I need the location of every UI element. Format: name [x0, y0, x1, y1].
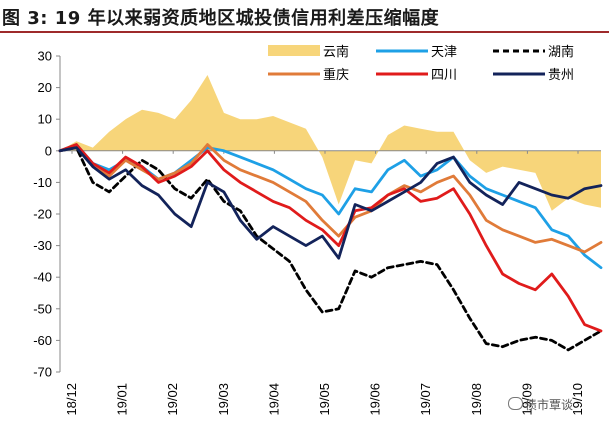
area-series-云南 — [60, 75, 601, 211]
y-tick-label: -40 — [33, 270, 52, 285]
legend-swatch-云南 — [268, 45, 320, 56]
x-tick-label: 19/06 — [368, 383, 383, 416]
legend-label-湖南: 湖南 — [548, 44, 574, 60]
page-title: 图 3: 19 年以来弱资质地区城投债信用利差压缩幅度 — [2, 8, 440, 29]
line-series-四川 — [58, 143, 603, 333]
legend-label-云南: 云南 — [323, 44, 349, 60]
title-bar: 图 3: 19 年以来弱资质地区城投债信用利差压缩幅度 — [0, 0, 609, 33]
legend-label-天津: 天津 — [431, 45, 457, 60]
y-tick-label: 0 — [45, 143, 52, 158]
x-tick-label: 19/10 — [570, 383, 585, 416]
y-tick-label: -70 — [33, 365, 52, 380]
y-tick-label: -20 — [33, 207, 52, 222]
y-tick-label: 30 — [38, 49, 52, 64]
y-tick-label: -50 — [33, 301, 52, 316]
y-tick-label: -60 — [33, 333, 52, 348]
watermark: 债市覃谈 — [508, 396, 573, 413]
x-tick-label: 19/03 — [216, 383, 231, 416]
y-tick-label: -10 — [33, 175, 52, 190]
axes: 30 20 10 0 -10 -20 -30 -40 -50 -60 -70 18/12 19/01 19… — [33, 49, 601, 416]
x-tick-label: 18/12 — [64, 383, 79, 416]
x-tick-label: 19/07 — [418, 383, 433, 416]
y-tick-label: 10 — [38, 112, 52, 127]
y-tick-label: 20 — [38, 80, 52, 95]
y-tick-label: -30 — [33, 238, 52, 253]
area-series-layer — [60, 75, 601, 211]
line-series-贵州 — [58, 146, 603, 260]
legend-label-四川: 四川 — [431, 68, 457, 83]
x-tick-label: 19/09 — [519, 383, 534, 416]
line-series-湖南 — [58, 146, 603, 352]
wechat-icon — [508, 397, 523, 410]
x-tick-label: 19/08 — [469, 383, 484, 416]
watermark-text: 债市覃谈 — [525, 398, 574, 412]
line-series-layer — [58, 143, 603, 352]
legend-label-重庆: 重庆 — [323, 67, 349, 83]
chart: 30 20 10 0 -10 -20 -30 -40 -50 -60 -70 18/12 19/01 19… — [33, 44, 603, 416]
x-tick-label: 19/01 — [115, 383, 130, 416]
legend-label-贵州: 贵州 — [548, 68, 574, 83]
x-tick-label: 19/05 — [317, 383, 332, 416]
x-tick-label: 19/02 — [165, 383, 180, 416]
x-tick-label: 19/04 — [266, 383, 281, 416]
